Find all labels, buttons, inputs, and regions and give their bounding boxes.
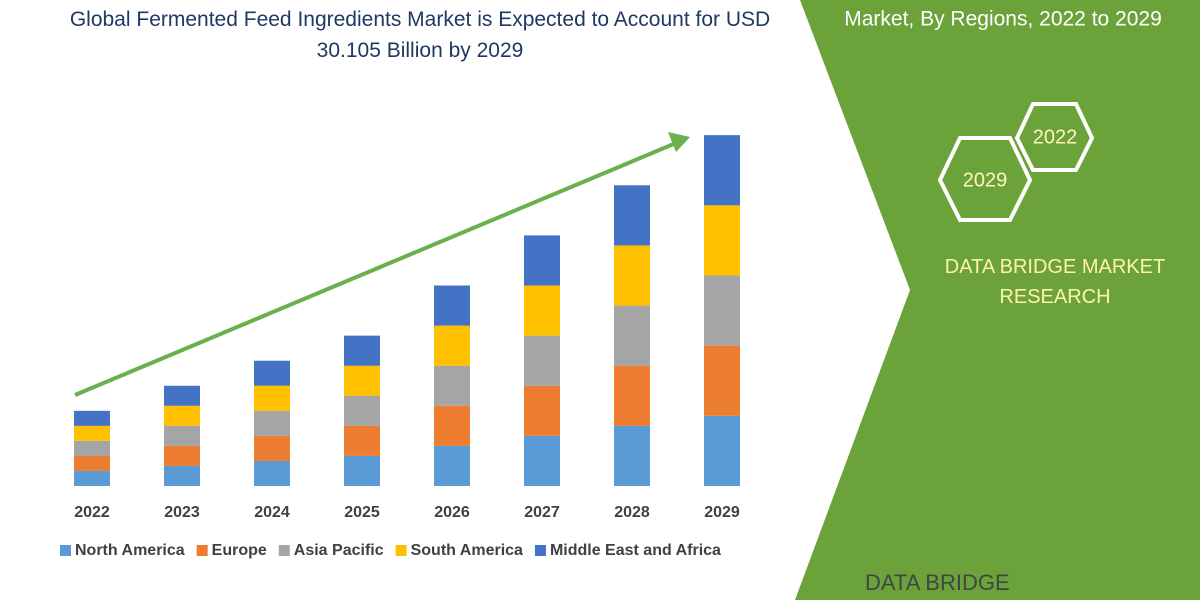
bar-segment [434, 445, 470, 486]
legend-label: South America [411, 542, 523, 559]
bar-segment [74, 425, 110, 441]
bar-segment [704, 135, 740, 206]
bar-segment [344, 455, 380, 486]
legend-swatch [395, 545, 407, 556]
bar-segment [524, 285, 560, 336]
bar-segment [164, 465, 200, 486]
bar-segment [524, 435, 560, 486]
bar-segment [524, 385, 560, 436]
x-tick-label: 2025 [344, 504, 380, 521]
legend-swatch [60, 545, 71, 556]
bar-segment [254, 410, 290, 436]
bar-segment [74, 410, 110, 426]
bar-segment [254, 385, 290, 411]
legend-label: Middle East and Africa [550, 542, 721, 559]
green-panel [795, 0, 1200, 600]
hex-label: 2029 [963, 169, 1008, 191]
bar-segment [704, 275, 740, 346]
bar-segment [614, 305, 650, 366]
bar-segment [74, 440, 110, 456]
bar-segment [344, 365, 380, 396]
hexagon [1014, 102, 1095, 172]
x-tick-label: 2027 [524, 504, 560, 521]
panel-heading: Market, By Regions, 2022 to 2029 [844, 8, 1162, 31]
bar-segment [344, 425, 380, 456]
bar-segment [74, 470, 110, 486]
bar-segment [254, 360, 290, 386]
bar-segment [704, 415, 740, 486]
x-tick-label: 2022 [74, 504, 110, 521]
brand-box: DATA BRIDGE MARKET RESEARCH [944, 256, 1166, 308]
legend-swatch [278, 545, 290, 556]
bar-segment [434, 405, 470, 446]
bar-segment [344, 395, 380, 426]
bar-segment [614, 425, 650, 486]
x-tick-label: 2023 [164, 504, 200, 521]
bar-segment [254, 435, 290, 461]
bar-segment [254, 460, 290, 486]
arrow-head [668, 132, 690, 152]
bar-segment [614, 365, 650, 426]
legend-label: Asia Pacific [294, 542, 384, 559]
bar-segment [164, 425, 200, 446]
bar-segment [704, 205, 740, 276]
legend-swatch [196, 545, 208, 556]
bar-segment [434, 325, 470, 366]
legend-swatch [534, 545, 546, 556]
bar-segment [524, 235, 560, 286]
legend-label: Europe [212, 542, 267, 559]
bar-segment [164, 385, 200, 406]
bar-segment [164, 445, 200, 466]
x-tick-label: 2024 [254, 504, 290, 521]
bar-segment [164, 405, 200, 426]
bar-segment [434, 285, 470, 326]
hex-label: 2022 [1033, 126, 1078, 148]
x-tick-label: 2026 [434, 504, 470, 521]
bar-segment [614, 245, 650, 306]
bar-segment [614, 185, 650, 246]
x-tick-label: 2029 [704, 504, 740, 521]
bar-segment [434, 365, 470, 406]
x-tick-label: 2028 [614, 504, 650, 521]
legend-label: North America [75, 542, 185, 559]
hexagon [937, 136, 1033, 222]
bar-segment [74, 455, 110, 471]
chart-title: Global Fermented Feed Ingredients Market… [69, 8, 771, 62]
trend-arrow [74, 141, 677, 397]
bar-segment [344, 335, 380, 366]
bar-segment [524, 335, 560, 386]
bar-segment [704, 345, 740, 416]
logo: DATA BRIDGE [865, 570, 1010, 595]
brand: DATA BRIDGE MARKET RESEARCH [944, 256, 1166, 308]
